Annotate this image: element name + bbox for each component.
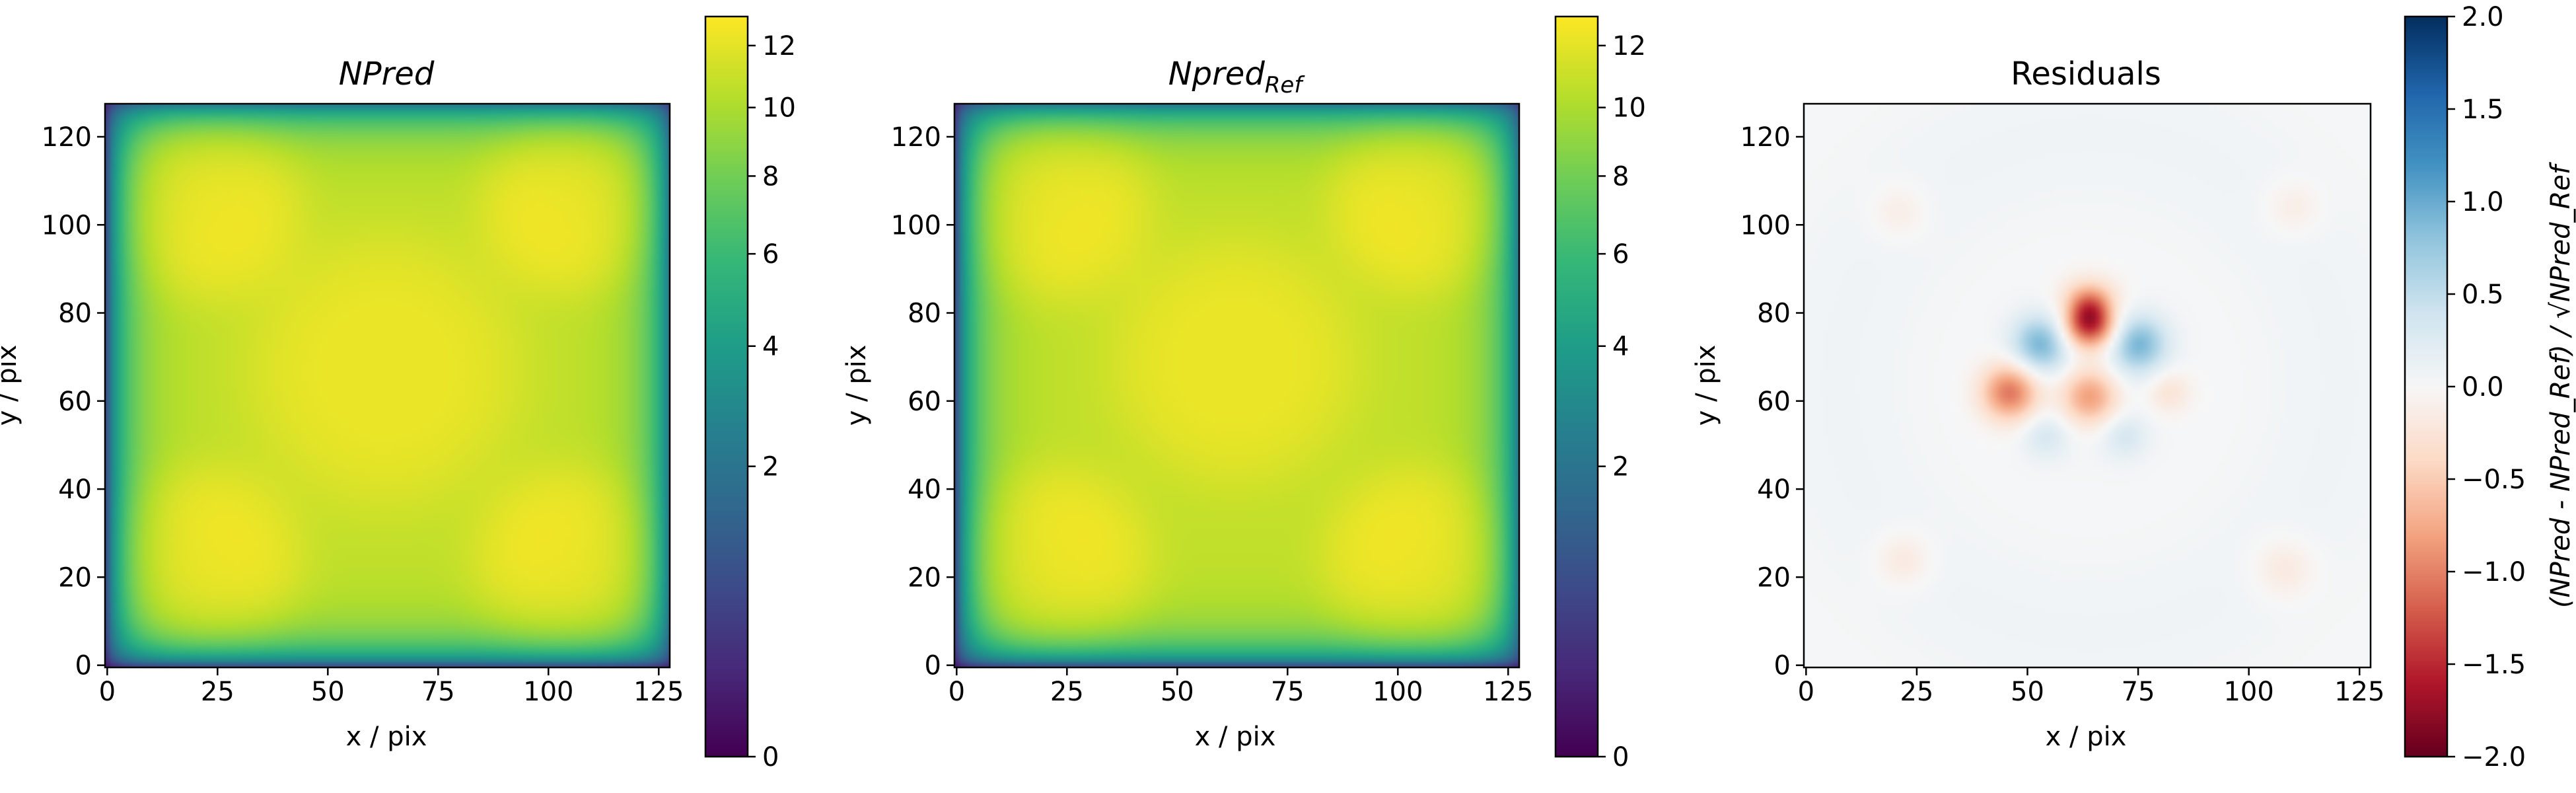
x-tick-label: 0 <box>99 677 116 707</box>
colorbar-tick-label: 8 <box>762 161 779 192</box>
panel-title-npred-ref: NpredRef <box>1168 56 1306 98</box>
x-axis-label-residuals: x / pix <box>2046 722 2127 752</box>
y-tick-label: 20 <box>1757 562 1791 593</box>
axes-frame-npred <box>104 102 671 669</box>
colorbar-npred-ref <box>1556 17 1598 757</box>
y-tick-label: 120 <box>891 122 941 153</box>
colorbar-tick-label: 0 <box>1612 742 1629 773</box>
x-tick-label: 50 <box>311 677 345 707</box>
y-tick-label: 40 <box>908 474 941 505</box>
colorbar-tick-label: 8 <box>1612 161 1629 192</box>
colorbar-tick-label: 10 <box>762 93 796 124</box>
y-tick-label: 120 <box>1740 122 1791 153</box>
y-axis-label-residuals: y / pix <box>1691 345 1721 426</box>
colorbar-tick-label: 2 <box>1612 452 1629 482</box>
colorbar-ticks-npred-ref: 0 2 4 6 8 10 12 <box>1598 31 1646 773</box>
y-tick-label: 0 <box>925 651 941 681</box>
y-tick-label: 100 <box>1740 210 1791 241</box>
x-axis-residuals: 0 25 50 75 100 125 <box>1798 667 2384 707</box>
colorbar-ticks-npred: 0 2 4 6 8 10 12 <box>748 31 796 773</box>
y-tick-label: 40 <box>58 474 92 505</box>
y-tick-label: 0 <box>75 651 92 681</box>
x-tick-label: 25 <box>1050 677 1084 707</box>
y-tick-label: 60 <box>1757 387 1791 417</box>
x-axis-label-npred: x / pix <box>346 722 427 752</box>
colorbar-tick-label: 4 <box>1612 332 1629 362</box>
x-tick-label: 75 <box>1271 677 1305 707</box>
y-tick-label: 80 <box>908 299 941 329</box>
y-tick-label: 60 <box>58 387 92 417</box>
x-tick-label: 125 <box>1483 677 1533 707</box>
x-tick-label: 25 <box>201 677 234 707</box>
y-tick-label: 20 <box>58 562 92 593</box>
y-tick-label: 60 <box>908 387 941 417</box>
colorbar-tick-label: 12 <box>762 31 796 61</box>
panel-title-residuals: Residuals <box>2011 56 2161 93</box>
colorbar-npred <box>705 17 748 757</box>
colorbar-tick-label: −1.5 <box>2462 650 2526 680</box>
x-axis-npred: 0 25 50 75 100 125 <box>99 667 684 707</box>
colorbar-residuals <box>2405 17 2447 757</box>
x-axis-npred-ref: 0 25 50 75 100 125 <box>948 667 1533 707</box>
y-tick-label: 80 <box>1757 299 1791 329</box>
colorbar-tick-label: 6 <box>1612 239 1629 270</box>
y-tick-label: 100 <box>891 210 941 241</box>
y-axis-residuals: 0 20 40 60 80 100 120 <box>1740 122 1804 681</box>
x-tick-label: 50 <box>1161 677 1194 707</box>
colorbar-tick-label: 1.5 <box>2462 94 2504 125</box>
x-tick-label: 75 <box>2122 677 2155 707</box>
colorbar-tick-label: 0.0 <box>2462 372 2504 402</box>
y-axis-label-npred: y / pix <box>0 345 22 426</box>
colorbar-tick-label: −0.5 <box>2462 465 2526 495</box>
y-tick-label: 0 <box>1774 651 1791 681</box>
y-tick-label: 100 <box>42 210 92 241</box>
x-axis-label-npred-ref: x / pix <box>1195 722 1276 752</box>
colorbar-frame-npred-ref <box>1554 15 1599 758</box>
colorbar-tick-label: 0.5 <box>2462 280 2504 310</box>
axes-frame-residuals <box>1803 102 2372 669</box>
x-tick-label: 125 <box>2334 677 2384 707</box>
colorbar-tick-label: 2.0 <box>2462 2 2504 32</box>
y-tick-label: 120 <box>42 122 92 153</box>
colorbar-label-residuals: (NPred - NPred_Ref) / √NPred_Ref <box>2546 161 2576 608</box>
heatmap-npred-ref <box>954 104 1519 667</box>
x-tick-label: 50 <box>2011 677 2044 707</box>
x-tick-label: 125 <box>633 677 684 707</box>
colorbar-tick-label: 4 <box>762 332 779 362</box>
heatmap-npred <box>105 104 670 667</box>
colorbar-tick-label: 6 <box>762 239 779 270</box>
y-tick-label: 40 <box>1757 474 1791 505</box>
panel-title-npred: NPred <box>339 56 435 93</box>
y-axis-npred-ref: 0 20 40 60 80 100 120 <box>891 122 954 681</box>
heatmap-residuals <box>1804 104 2371 667</box>
x-tick-label: 100 <box>2223 677 2273 707</box>
y-tick-label: 80 <box>58 299 92 329</box>
axes-frame-npred-ref <box>953 102 1521 669</box>
x-tick-label: 100 <box>523 677 573 707</box>
panel-residuals: Residuals 0 25 50 75 100 125 020406080100120 … <box>1691 2 2576 773</box>
colorbar-tick-label: 1.0 <box>2462 187 2504 217</box>
colorbar-tick-label: −1.0 <box>2462 557 2526 587</box>
y-axis-npred: 0 20 40 60 80 100 120 <box>42 122 105 681</box>
x-tick-label: 0 <box>948 677 965 707</box>
colorbar-tick-label: 2 <box>762 452 779 482</box>
y-tick-label: 20 <box>908 562 941 593</box>
colorbar-tick-label: 0 <box>762 742 779 773</box>
x-tick-label: 75 <box>421 677 455 707</box>
colorbar-ticks-residuals: −2.0 −1.5 −1.0 −0.5 0.0 0.5 1.0 1.5 2.0 <box>2447 2 2526 773</box>
x-tick-label: 0 <box>1798 677 1814 707</box>
x-tick-label: 100 <box>1373 677 1423 707</box>
colorbar-tick-label: 12 <box>1612 31 1646 61</box>
colorbar-tick-label: −2.0 <box>2462 742 2526 773</box>
x-tick-label: 25 <box>1900 677 1933 707</box>
y-axis-label-npred-ref: y / pix <box>841 345 872 426</box>
colorbar-tick-label: 10 <box>1612 93 1646 124</box>
colorbar-frame-npred <box>704 15 749 758</box>
